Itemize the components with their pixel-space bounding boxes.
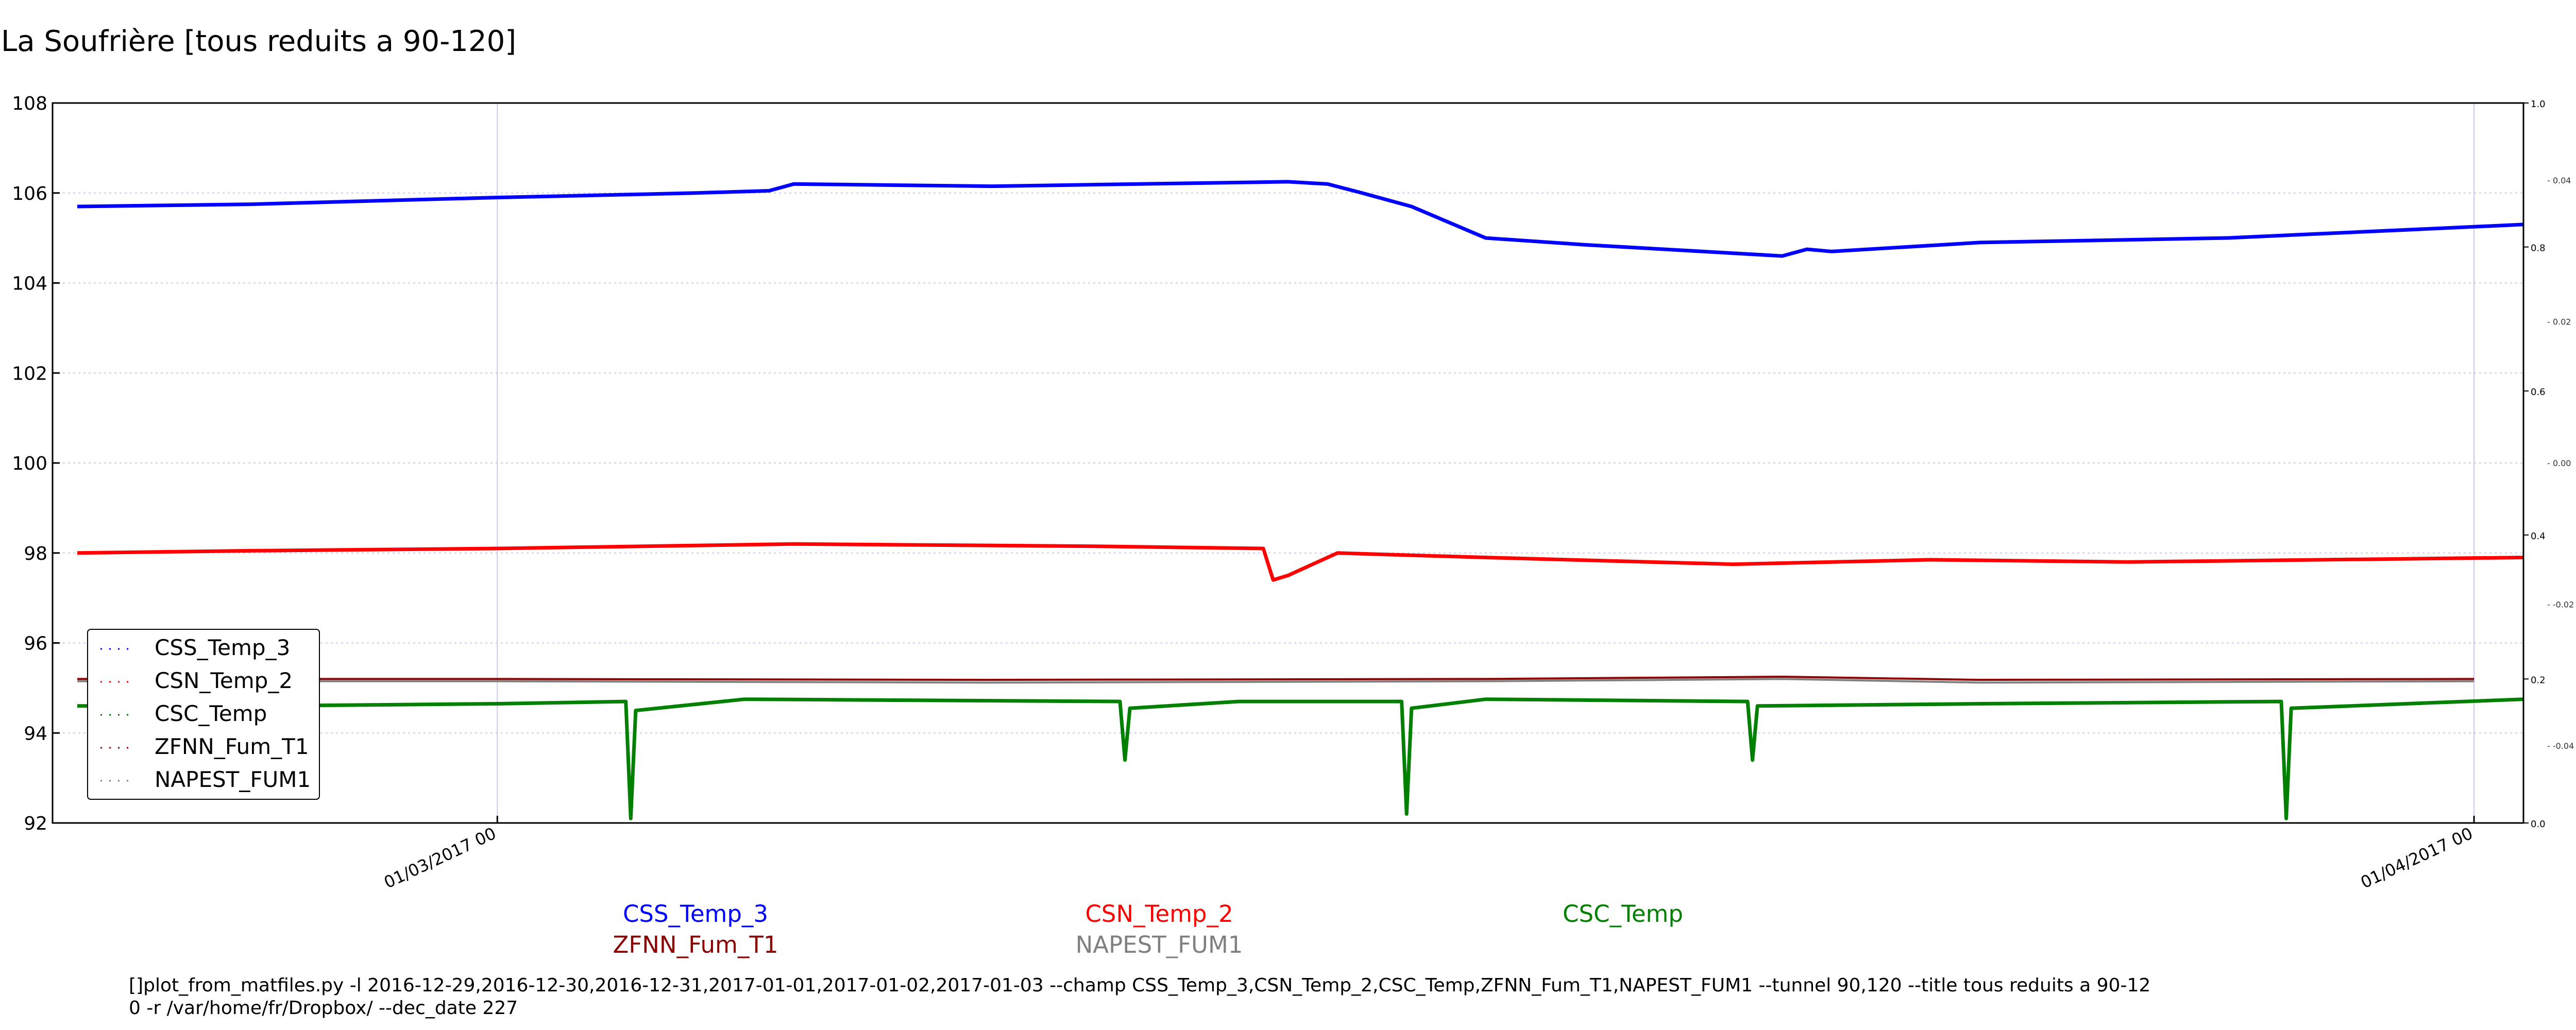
- right-outer-tick-label: 0.2: [2531, 675, 2546, 685]
- right-inner-tick-label: - 0.04: [2547, 176, 2571, 185]
- command-line-1: []plot_from_matfiles.py -l 2016-12-29,20…: [129, 975, 2151, 996]
- legend-label-CSC_Temp: CSC_Temp: [155, 701, 267, 726]
- series-line-NAPEST_FUM1: [77, 678, 2475, 684]
- command-line: []plot_from_matfiles.py -l 2016-12-29,20…: [129, 974, 2150, 1020]
- y-tick-label: 98: [24, 543, 47, 564]
- chart-title: La Soufrière [tous reduits a 90-120]: [1, 25, 517, 58]
- series-line-CSN_Temp_2: [77, 542, 2524, 582]
- legend-label-NAPEST_FUM1: NAPEST_FUM1: [155, 767, 311, 792]
- plot-frame: [52, 102, 2524, 824]
- y-tick-label: 94: [24, 723, 47, 744]
- y-tick-label: 102: [12, 363, 47, 384]
- legend-box: [87, 629, 320, 800]
- bottom-label-NAPEST_FUM1: NAPEST_FUM1: [1075, 931, 1243, 958]
- series-line-CSC_Temp: [77, 697, 2524, 820]
- legend-label-CSN_Temp_2: CSN_Temp_2: [155, 668, 293, 693]
- bottom-label-CSS_Temp_3: CSS_Temp_3: [622, 900, 769, 928]
- y-tick-label: 104: [12, 273, 47, 295]
- right-inner-tick-label: - 0.02: [2547, 317, 2571, 327]
- y-tick-label: 108: [12, 93, 47, 114]
- right-outer-tick-label: 1.0: [2531, 99, 2546, 110]
- y-tick-label: 96: [24, 633, 47, 655]
- y-tick-label: 106: [12, 183, 47, 204]
- right-inner-tick-label: - 0.00: [2547, 458, 2571, 468]
- x-tick-label: 01/03/2017 00: [381, 823, 499, 892]
- right-outer-tick-label: 0.8: [2531, 243, 2546, 254]
- bottom-label-ZFNN_Fum_T1: ZFNN_Fum_T1: [613, 931, 778, 958]
- right-outer-tick-label: 0.4: [2531, 531, 2546, 542]
- y-tick-label: 92: [24, 813, 47, 834]
- right-inner-tick-label: - -0.04: [2547, 741, 2574, 751]
- bottom-label-CSN_Temp_2: CSN_Temp_2: [1085, 900, 1233, 928]
- x-tick-label: 01/04/2017 00: [2358, 823, 2476, 892]
- right-outer-tick-label: 0.6: [2531, 387, 2546, 398]
- legend: CSS_Temp_3 CSN_Temp_2 CSC_Temp ZFNN_Fum_T1 N…: [87, 629, 320, 800]
- legend-label-CSS_Temp_3: CSS_Temp_3: [155, 635, 290, 660]
- right-inner-tick-label: - -0.02: [2547, 600, 2574, 610]
- y-tick-label: 100: [12, 453, 47, 474]
- series-line-ZFNN_Fum_T1: [77, 676, 2475, 681]
- right-outer-tick-label: 0.0: [2531, 819, 2546, 830]
- series-line-CSS_Temp_3: [77, 180, 2524, 258]
- command-line-2: 0 -r /var/home/fr/Dropbox/ --dec_date 22…: [129, 998, 518, 1019]
- bottom-label-CSC_Temp: CSC_Temp: [1563, 900, 1683, 928]
- legend-label-ZFNN_Fum_T1: ZFNN_Fum_T1: [155, 734, 309, 759]
